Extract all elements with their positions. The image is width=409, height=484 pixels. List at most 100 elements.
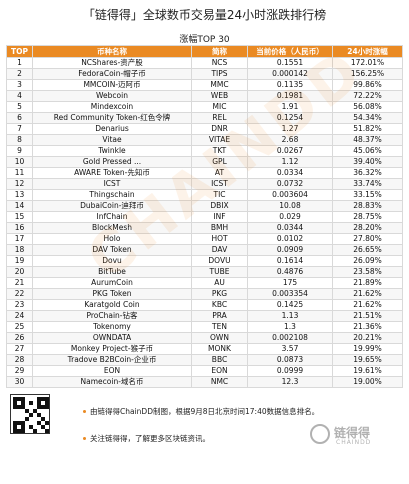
qr-module [17, 421, 21, 425]
name-cell: AurumCoin [32, 277, 192, 289]
symbol-cell: ICST [191, 178, 248, 190]
rank-cell: 25 [6, 321, 33, 333]
change-cell: 172.01% [332, 57, 403, 69]
change-cell: 33.15% [332, 189, 403, 201]
change-cell: 45.06% [332, 145, 403, 157]
rank-cell: 12 [6, 178, 33, 190]
rank-cell: 7 [6, 123, 33, 135]
qr-module [13, 425, 17, 429]
symbol-cell: MONK [191, 343, 248, 355]
symbol-cell: EON [191, 365, 248, 377]
name-cell: DubaiCoin-迪拜币 [32, 200, 192, 212]
qr-module [13, 421, 17, 425]
symbol-cell: TEN [191, 321, 248, 333]
qr-module [21, 421, 25, 425]
rank-cell: 13 [6, 189, 33, 201]
qr-module [21, 425, 25, 429]
symbol-cell: MMC [191, 79, 248, 91]
change-cell: 21.62% [332, 299, 403, 311]
price-cell: 0.0102 [247, 233, 333, 245]
rank-cell: 23 [6, 299, 33, 311]
price-cell: 10.08 [247, 200, 333, 212]
name-cell: Denarius [32, 123, 192, 135]
rank-cell: 8 [6, 134, 33, 146]
price-cell: 0.000142 [247, 68, 333, 80]
rank-cell: 19 [6, 255, 33, 267]
qr-code-icon [10, 394, 50, 434]
table-row: 19 Dovu DOVU 0.1614 26.09% [6, 255, 403, 267]
price-cell: 0.003354 [247, 288, 333, 300]
symbol-cell: BMH [191, 222, 248, 234]
logo-subtext: CHAINDD [336, 439, 372, 446]
chaindd-logo: 链得得 CHAINDD [310, 422, 400, 450]
change-cell: 33.74% [332, 178, 403, 190]
bullet-dot [83, 410, 86, 413]
table-row: 20 BitTube TUBE 0.4876 23.58% [6, 266, 403, 278]
rank-cell: 18 [6, 244, 33, 256]
name-cell: Dovu [32, 255, 192, 267]
name-cell: EON [32, 365, 192, 377]
symbol-cell: PKG [191, 288, 248, 300]
qr-module [45, 421, 49, 425]
price-cell: 1.27 [247, 123, 333, 135]
change-cell: 19.99% [332, 343, 403, 355]
rank-cell: 16 [6, 222, 33, 234]
table-row: 21 AurumCoin AU 175 21.89% [6, 277, 403, 289]
rank-cell: 2 [6, 68, 33, 80]
price-cell: 0.002108 [247, 332, 333, 344]
name-cell: MMCOIN-迈阿币 [32, 79, 192, 91]
table-row: 3 MMCOIN-迈阿币 MMC 0.1135 99.86% [6, 79, 403, 91]
name-cell: Gold Pressed ... [32, 156, 192, 168]
price-cell: 1.91 [247, 101, 333, 113]
name-cell: PKG Token [32, 288, 192, 300]
table-row: 11 AWARE Token-先知币 AT 0.0334 36.32% [6, 167, 403, 179]
change-cell: 21.62% [332, 288, 403, 300]
symbol-cell: GPL [191, 156, 248, 168]
change-cell: 36.32% [332, 167, 403, 179]
qr-module [37, 401, 41, 405]
name-cell: DAV Token [32, 244, 192, 256]
rank-cell: 24 [6, 310, 33, 322]
change-cell: 26.09% [332, 255, 403, 267]
table-row: 7 Denarius DNR 1.27 51.82% [6, 123, 403, 135]
name-cell: Monkey Project-猴子币 [32, 343, 192, 355]
price-cell: 0.0909 [247, 244, 333, 256]
price-cell: 0.1254 [247, 112, 333, 124]
name-cell: Red Community Token-红色令牌 [32, 112, 192, 124]
table-row: 15 InfChain INF 0.029 28.75% [6, 211, 403, 223]
symbol-cell: TUBE [191, 266, 248, 278]
qr-module [45, 429, 49, 433]
price-cell: 1.12 [247, 156, 333, 168]
change-cell: 51.82% [332, 123, 403, 135]
qr-module [13, 405, 17, 409]
rank-cell: 22 [6, 288, 33, 300]
price-cell: 0.0873 [247, 354, 333, 366]
table-row: 5 Mindexcoin MIC 1.91 56.08% [6, 101, 403, 113]
price-cell: 0.1425 [247, 299, 333, 311]
ranking-table: TOP 币种名称 简称 当前价格（人民币） 24小时涨幅 1 NCShares-资产股 NC… [6, 45, 403, 388]
rank-cell: 3 [6, 79, 33, 91]
symbol-cell: REL [191, 112, 248, 124]
rank-cell: 29 [6, 365, 33, 377]
qr-module [37, 421, 41, 425]
symbol-cell: BBC [191, 354, 248, 366]
change-cell: 54.34% [332, 112, 403, 124]
change-cell: 39.40% [332, 156, 403, 168]
change-cell: 21.51% [332, 310, 403, 322]
table-row: 23 Karatgold Coin KBC 0.1425 21.62% [6, 299, 403, 311]
change-cell: 56.08% [332, 101, 403, 113]
rank-cell: 1 [6, 57, 33, 69]
table-row: 9 Twinkle TKT 0.0267 45.06% [6, 145, 403, 157]
qr-module [21, 397, 25, 401]
table-subtitle: 涨幅TOP 30 [179, 35, 230, 45]
qr-module [37, 413, 41, 417]
rank-cell: 9 [6, 145, 33, 157]
rank-cell: 28 [6, 354, 33, 366]
rank-cell: 14 [6, 200, 33, 212]
qr-module [17, 405, 21, 409]
qr-module [33, 429, 37, 433]
symbol-cell: INF [191, 211, 248, 223]
price-cell: 0.003604 [247, 189, 333, 201]
qr-module [21, 429, 25, 433]
change-cell: 21.36% [332, 321, 403, 333]
